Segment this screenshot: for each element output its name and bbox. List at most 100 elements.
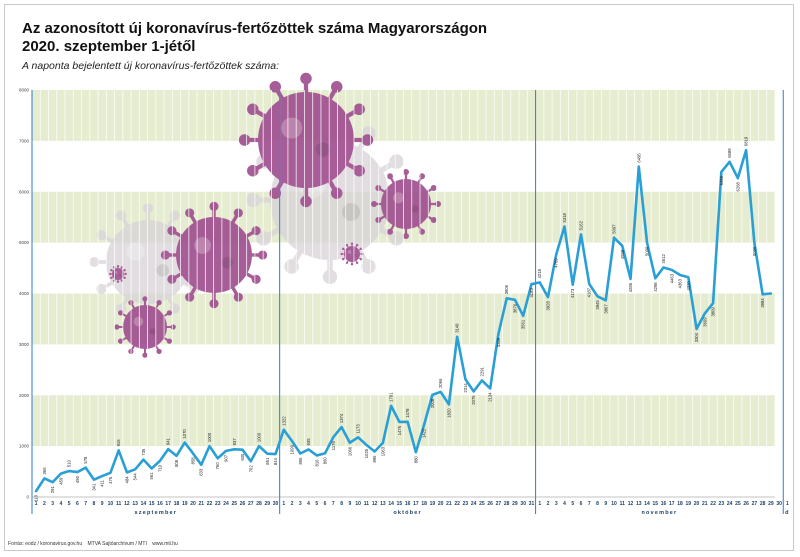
x-tick-label: 13 (380, 501, 386, 507)
virus-spike-tip (361, 259, 376, 274)
data-point (703, 312, 706, 315)
data-point (687, 276, 690, 279)
data-label: 4218 (537, 268, 542, 278)
data-point (200, 463, 203, 466)
data-label: 702 (248, 465, 253, 473)
x-tick-label: 17 (669, 501, 675, 507)
x-tick-label: 23 (215, 501, 221, 507)
x-tick-label: 14 (141, 501, 147, 507)
virus-spike-tip (419, 228, 425, 235)
virus-body (381, 179, 431, 229)
x-tick-label: 27 (752, 501, 758, 507)
data-label: 1478 (405, 408, 410, 418)
data-label: 6589 (727, 148, 732, 158)
data-label: 459 (58, 477, 63, 485)
data-point (93, 478, 95, 481)
x-tick-label: 1 (538, 501, 541, 507)
data-label: 3867 (603, 304, 608, 314)
virus-purple-tiny (109, 265, 127, 283)
data-point (654, 277, 657, 280)
x-tick-label: 11 (620, 501, 626, 507)
x-tick-label: 27 (248, 501, 254, 507)
y-tick-label: 4000 (19, 291, 30, 296)
virus-spot (342, 203, 360, 221)
virus-spike-tip (350, 263, 354, 266)
virus-spike-tip (185, 292, 195, 302)
data-point (208, 445, 211, 448)
virus-spike-tip (330, 81, 343, 93)
data-point (192, 452, 194, 455)
virus-spot (347, 250, 352, 254)
x-tick-label: 26 (743, 501, 749, 507)
data-label: 844 (273, 457, 278, 465)
data-point (596, 295, 599, 298)
virus-spike-tip (430, 217, 437, 223)
data-point (183, 441, 186, 444)
virus-spike-tip (109, 272, 112, 276)
virus-spike-tip (322, 269, 338, 284)
x-tick-label: 21 (198, 501, 204, 507)
x-tick-label: 3 (555, 501, 558, 507)
data-point (216, 457, 219, 460)
data-label: 1070 (182, 429, 187, 439)
x-tick-label: 2 (291, 501, 294, 507)
x-tick-label: 8 (340, 501, 343, 507)
data-label: 1422 (422, 428, 427, 438)
virus-spike-tip (167, 274, 177, 284)
virus-spot (221, 256, 233, 269)
data-point (68, 470, 71, 472)
virus-spike-tip (341, 247, 345, 251)
data-label: 735 (141, 448, 146, 456)
virus-purple-right (371, 169, 441, 239)
virus-spike-tip (185, 208, 195, 218)
x-tick-label: 22 (207, 501, 213, 507)
data-point (489, 387, 492, 390)
data-point (249, 460, 252, 463)
data-point (505, 297, 508, 300)
data-point (51, 481, 54, 484)
x-tick-label: 5 (571, 501, 574, 507)
x-tick-label: 29 (265, 501, 271, 507)
data-point (497, 332, 500, 335)
data-label: 3304 (694, 332, 699, 342)
data-label: 916 (116, 439, 121, 447)
x-tick-label: 6 (76, 501, 79, 507)
virus-spike-tip (117, 310, 124, 316)
data-point (324, 452, 326, 455)
x-tick-label: 30 (273, 501, 279, 507)
virus-spike-tip (169, 210, 180, 221)
data-point (315, 454, 318, 457)
data-label: 3561 (521, 319, 526, 329)
virus-spike-tip (124, 272, 127, 276)
data-point (613, 236, 615, 239)
x-tick-label: 29 (512, 501, 518, 507)
data-point (150, 467, 153, 470)
data-point (588, 283, 591, 285)
x-tick-label: 18 (677, 501, 683, 507)
virus-spike-tip (300, 72, 312, 85)
x-tick-label: 12 (124, 501, 130, 507)
virus-body (258, 92, 354, 188)
virus-body (344, 246, 360, 262)
data-label: 930 (240, 453, 245, 461)
data-point (76, 471, 79, 473)
virus-spike-tip (355, 243, 359, 247)
data-point (59, 472, 62, 475)
data-point (406, 420, 409, 423)
virus-spot (393, 192, 404, 204)
x-tick-label: 15 (397, 501, 403, 507)
data-label: 1820 (446, 408, 451, 418)
virus-spot (281, 117, 303, 139)
data-label: 816 (314, 459, 319, 467)
data-point (258, 445, 260, 448)
virus-body (112, 268, 124, 280)
month-label: november (641, 510, 677, 516)
data-label: 851 (265, 457, 270, 465)
x-tick-label: 27 (496, 501, 502, 507)
data-point (241, 448, 244, 451)
virus-spike-tip (375, 217, 382, 223)
data-point (142, 458, 145, 461)
data-point (712, 302, 714, 305)
virus-spike-tip (246, 192, 261, 208)
x-tick-label: 10 (611, 501, 617, 507)
